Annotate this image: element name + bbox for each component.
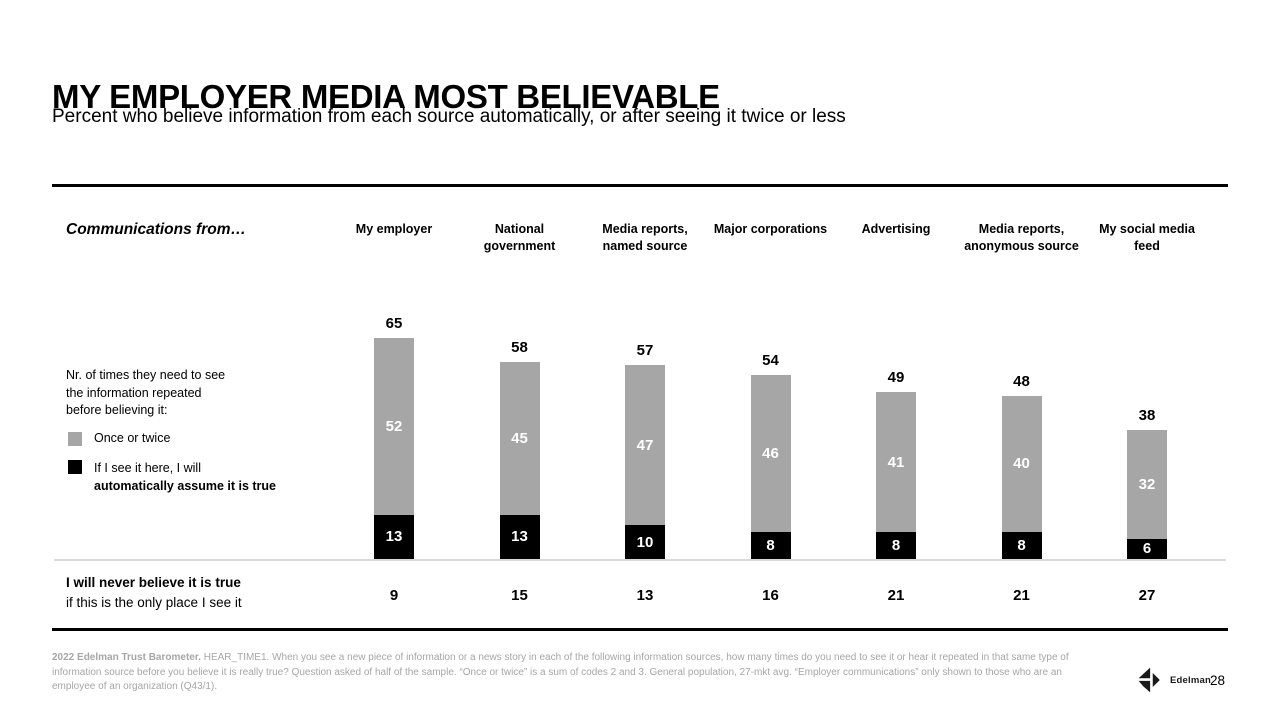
source-note-text: HEAR_TIME1. When you see a new piece of … xyxy=(52,652,1069,692)
legend-label-line2: automatically assume it is true xyxy=(94,478,277,493)
legend-label: If I see it here, I will automatically a… xyxy=(94,460,276,495)
bar-value-label: 8 xyxy=(766,536,775,554)
page-title: MY EMPLOYER MEDIA MOST BELIEVABLE xyxy=(52,78,720,116)
page-subtitle: Percent who believe information from eac… xyxy=(52,106,846,127)
column-header: Major corporations xyxy=(713,222,828,236)
legend-intro: Nr. of times they need to see the inform… xyxy=(66,367,225,420)
never-believe-value: 13 xyxy=(636,587,654,604)
bar-value-label: 52 xyxy=(385,417,403,435)
bar-segment-automatically-assume: 10 xyxy=(625,525,665,559)
legend-swatch-gray xyxy=(68,431,82,446)
column-header: Media reports, named source xyxy=(602,222,688,253)
legend-intro-line: the information repeated xyxy=(66,385,202,400)
legend-intro-line: before believing it: xyxy=(66,403,168,417)
never-believe-label-bold: I will never believe it is true xyxy=(66,575,241,590)
bar-value-label: 47 xyxy=(636,436,654,454)
bar-segment-automatically-assume: 8 xyxy=(750,531,791,559)
bar-value-label: 45 xyxy=(511,429,528,447)
never-believe-value: 21 xyxy=(1013,587,1030,604)
bar-segment-once-or-twice: 52 xyxy=(374,338,414,515)
bar-value-label: 8 xyxy=(1017,536,1026,554)
column-header: My employer xyxy=(355,222,433,236)
column-header: National government xyxy=(483,222,556,253)
never-believe-value: 9 xyxy=(389,587,399,604)
never-believe-value: 15 xyxy=(511,587,528,604)
bar-value-label: 40 xyxy=(1013,455,1030,473)
legend-label-line1: If I see it here, I will xyxy=(94,461,201,475)
bar-total-label: 38 xyxy=(1138,406,1156,424)
bar-value-label: 46 xyxy=(762,445,779,463)
column-header: Advertising xyxy=(861,222,931,236)
never-believe-value: 27 xyxy=(1138,587,1156,604)
edelman-logo-icon xyxy=(1138,667,1160,693)
column-header: My social media feed xyxy=(1099,222,1195,253)
bar-segment-once-or-twice: 46 xyxy=(750,375,791,532)
chart-row-label: Communications from… xyxy=(66,221,246,238)
bar-segment-once-or-twice: 41 xyxy=(876,392,916,532)
source-note-bold: 2022 Edelman Trust Barometer. xyxy=(52,652,201,663)
bar-value-label: 6 xyxy=(1142,540,1152,558)
chart-baseline xyxy=(54,559,1226,561)
page-number: 28 xyxy=(1210,673,1226,688)
legend-item-automatically-assume: If I see it here, I will automatically a… xyxy=(68,460,276,495)
legend-label: Once or twice xyxy=(94,431,171,445)
bar-value-label: 32 xyxy=(1138,475,1156,493)
legend-swatch-black xyxy=(68,460,82,474)
bar-segment-automatically-assume: 13 xyxy=(374,514,414,559)
bar-value-label: 13 xyxy=(385,528,403,546)
bar-total-label: 57 xyxy=(636,342,654,360)
bar-segment-automatically-assume: 13 xyxy=(499,514,540,559)
bar-value-label: 10 xyxy=(636,533,654,551)
never-believe-label: I will never believe it is true if this … xyxy=(66,573,242,613)
bar-segment-automatically-assume: 8 xyxy=(1001,531,1042,559)
bar-value-label: 13 xyxy=(511,528,528,546)
never-believe-label-regular: if this is the only place I see it xyxy=(66,595,242,610)
bar-segment-once-or-twice: 40 xyxy=(1001,395,1042,532)
bar-total-label: 65 xyxy=(385,315,403,332)
bar-total-label: 54 xyxy=(762,352,779,370)
bottom-divider xyxy=(52,628,1228,631)
legend-item-once-or-twice: Once or twice xyxy=(68,430,170,448)
edelman-logo-text: Edelman xyxy=(1170,674,1211,686)
legend-intro-line: Nr. of times they need to see xyxy=(66,368,226,382)
source-note: 2022 Edelman Trust Barometer. HEAR_TIME1… xyxy=(52,651,1072,695)
bar-total-label: 49 xyxy=(887,369,905,387)
bar-segment-once-or-twice: 47 xyxy=(625,365,665,525)
column-header: Media reports, anonymous source xyxy=(964,222,1079,253)
bar-segment-once-or-twice: 45 xyxy=(499,361,540,515)
top-divider xyxy=(52,184,1228,187)
bar-value-label: 8 xyxy=(891,536,901,554)
bar-segment-once-or-twice: 32 xyxy=(1127,429,1167,539)
bar-total-label: 58 xyxy=(511,338,528,356)
bar-value-label: 41 xyxy=(887,453,905,471)
bar-segment-automatically-assume: 6 xyxy=(1127,538,1167,559)
brand-mark: Edelman xyxy=(1136,666,1211,694)
never-believe-value: 16 xyxy=(762,587,779,604)
never-believe-value: 21 xyxy=(887,587,905,604)
bar-total-label: 48 xyxy=(1013,372,1030,390)
bar-segment-automatically-assume: 8 xyxy=(876,531,916,559)
